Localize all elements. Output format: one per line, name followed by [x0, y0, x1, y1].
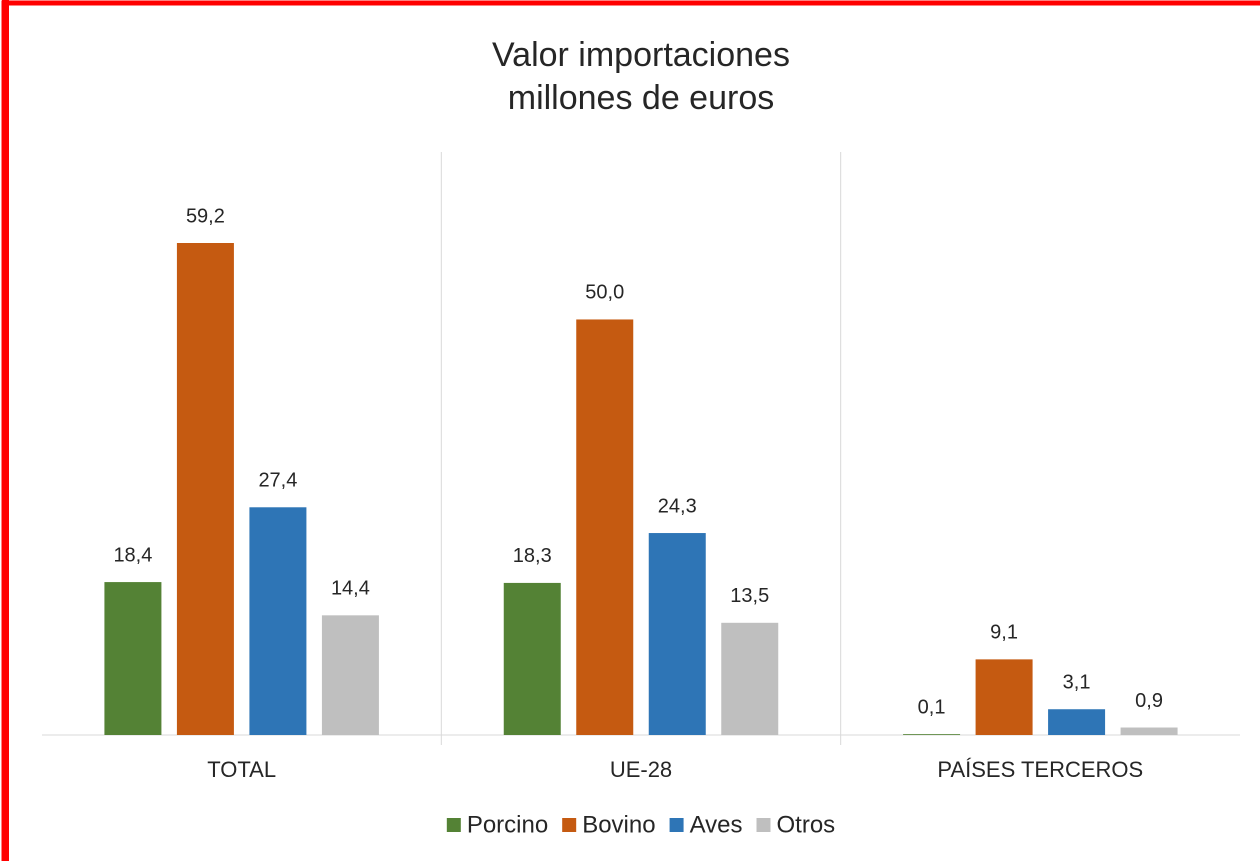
chart-subtitle: millones de euros — [508, 79, 774, 117]
data-label: 27,4 — [258, 470, 297, 492]
legend-label: Aves — [690, 811, 743, 838]
bar — [975, 659, 1033, 735]
bar — [648, 533, 706, 735]
x-tick-label: PAÍSES TERCEROS — [937, 757, 1143, 782]
legend-swatch — [446, 818, 461, 832]
data-label: 18,4 — [113, 544, 152, 566]
bar — [249, 507, 307, 735]
chart-title: Valor importaciones — [492, 36, 790, 74]
bar — [1048, 709, 1106, 735]
data-label: 9,1 — [990, 622, 1018, 644]
data-label: 0,9 — [1135, 690, 1163, 712]
data-label: 3,1 — [1063, 672, 1091, 694]
data-label: 0,1 — [918, 696, 946, 718]
data-label: 14,4 — [331, 578, 370, 600]
bar — [576, 319, 634, 735]
bar — [503, 582, 561, 735]
legend-swatch — [562, 818, 577, 832]
bar — [721, 622, 779, 735]
data-label: 24,3 — [658, 495, 697, 517]
legend-label: Porcino — [467, 811, 548, 838]
data-label: 59,2 — [186, 205, 225, 227]
bar — [176, 243, 234, 735]
legend-swatch — [669, 818, 684, 832]
bar — [321, 615, 379, 735]
x-tick-label: TOTAL — [207, 757, 276, 782]
bar — [1120, 727, 1178, 735]
legend-swatch — [756, 818, 771, 832]
x-tick-label: UE-28 — [610, 757, 672, 782]
bar — [104, 582, 162, 735]
frame-edge — [2, 0, 9, 861]
data-label: 50,0 — [585, 282, 624, 304]
data-label: 18,3 — [513, 545, 552, 567]
data-label: 13,5 — [730, 585, 769, 607]
legend-label: Bovino — [582, 811, 655, 838]
bar — [903, 734, 961, 735]
legend-label: Otros — [777, 811, 836, 838]
